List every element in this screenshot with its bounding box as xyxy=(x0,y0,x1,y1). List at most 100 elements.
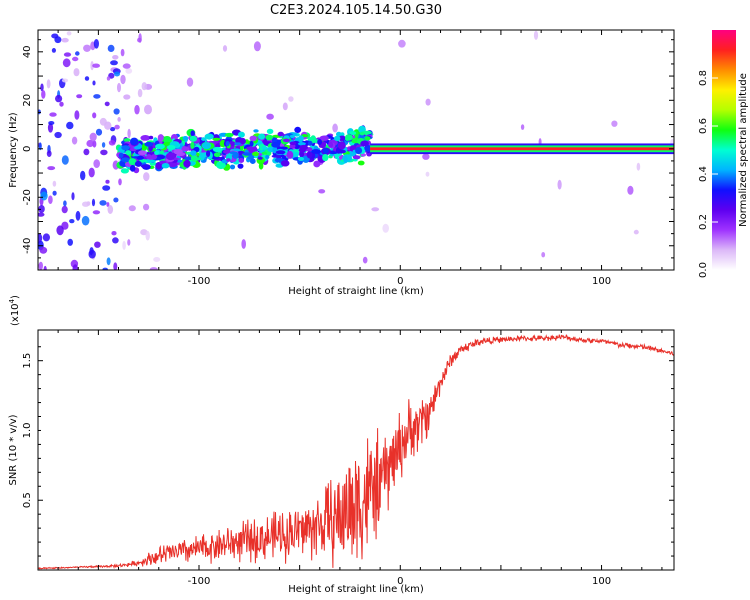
heatmap-blob xyxy=(114,124,120,130)
heatmap-blob xyxy=(328,142,334,148)
heatmap-blob xyxy=(249,135,257,142)
heatmap-blob xyxy=(310,135,317,144)
heatmap-blob xyxy=(266,128,274,134)
figure-title: C2E3.2024.105.14.50.G30 xyxy=(270,3,442,18)
heatmap-blob xyxy=(311,149,321,154)
heatmap-blob xyxy=(317,139,322,145)
heatmap-blob xyxy=(111,231,117,236)
heatmap-blob xyxy=(274,158,284,163)
heatmap-blob xyxy=(166,145,176,150)
heatmap-blob xyxy=(271,141,280,148)
heatmap-blob xyxy=(40,83,44,92)
heatmap-blob xyxy=(94,241,101,248)
snr-panel: -100 0 100 0.5 1.0 1.5 Height of straight lin… xyxy=(8,295,675,595)
heatmap-blob xyxy=(237,131,245,138)
heatmap-blob xyxy=(289,134,295,139)
heatmap-blob xyxy=(112,55,119,60)
heatmap-blob xyxy=(149,267,158,270)
heatmap-blob xyxy=(154,150,160,155)
heatmap-blob xyxy=(557,179,562,190)
heatmap-blob xyxy=(146,154,152,160)
heatmap-blob xyxy=(76,94,83,99)
heatmap-blob xyxy=(82,201,90,207)
heatmap-blob xyxy=(38,212,45,217)
heatmap-blob xyxy=(258,133,265,140)
heatmap-blob xyxy=(88,167,95,178)
heatmap-blob xyxy=(71,136,78,145)
heatmap-blob xyxy=(257,156,263,160)
heatmap-blob xyxy=(46,79,51,89)
heatmap-blob xyxy=(213,152,221,158)
heatmap-blob xyxy=(63,200,67,207)
heatmap-blob xyxy=(88,249,96,259)
heatmap-blob xyxy=(140,164,150,169)
heatmap-blob xyxy=(106,257,111,266)
heatmap-blob xyxy=(371,207,380,212)
heatmap-blob xyxy=(100,149,108,156)
heatmap-blob xyxy=(206,150,211,158)
heatmap-blob xyxy=(93,94,101,99)
heatmap-blob xyxy=(237,163,244,169)
heatmap-blob xyxy=(338,135,347,141)
heatmap-blob xyxy=(265,134,274,141)
heatmap-blob xyxy=(222,45,228,52)
snr-series-line xyxy=(38,334,674,570)
snr-ytick-label: 1.5 xyxy=(22,353,33,369)
heatmap-blob xyxy=(298,135,304,142)
heatmap-blob xyxy=(212,146,223,153)
heatmap-blob xyxy=(55,94,63,103)
heatmap-blob xyxy=(322,154,329,162)
heatmap-blob xyxy=(190,150,197,156)
heatmap-blob xyxy=(125,150,132,155)
snr-xlabel: Height of straight line (km) xyxy=(288,584,424,595)
heatmap-blob xyxy=(80,170,86,181)
colorbar-label: Normalized spectral amplitude xyxy=(738,73,749,227)
heatmap-blob xyxy=(225,140,230,147)
heatmap-blob xyxy=(51,48,57,53)
heatmap-blob xyxy=(533,30,539,40)
heatmap-blob xyxy=(282,138,291,143)
heatmap-blob xyxy=(61,37,69,43)
heatmap-blob xyxy=(241,239,246,249)
snr-xtick-label: 0 xyxy=(397,576,403,587)
colorbar-tick-label: 0.6 xyxy=(698,118,709,134)
heatmap-blob xyxy=(201,137,207,141)
heatmap-blob xyxy=(137,37,142,43)
heatmap-blob xyxy=(190,130,195,137)
heatmap-blob xyxy=(143,172,150,182)
line-core xyxy=(370,147,674,151)
heatmap-blob xyxy=(181,146,190,152)
heatmap-blob xyxy=(319,135,329,141)
heatmap-blob xyxy=(110,60,118,66)
heatmap-blob xyxy=(38,142,42,151)
heatmap-blob xyxy=(140,135,151,141)
heatmap-blob xyxy=(337,141,346,150)
heatmap-blob xyxy=(99,117,107,126)
heatmap-blob xyxy=(275,150,286,155)
heatmap-blob xyxy=(173,148,183,155)
spectrogram-ytick-label: -20 xyxy=(22,189,33,205)
heatmap-blob xyxy=(144,141,154,147)
heatmap-blob xyxy=(62,58,71,68)
heatmap-blob xyxy=(61,78,69,83)
heatmap-blob xyxy=(90,61,94,71)
heatmap-blob xyxy=(134,104,140,115)
heatmap-blob xyxy=(69,219,75,224)
heatmap-blob xyxy=(272,146,278,154)
heatmap-blob xyxy=(253,129,259,133)
heatmap-blob xyxy=(182,136,189,141)
svg-text:(x104): (x104) xyxy=(8,295,21,326)
heatmap-blob xyxy=(359,131,365,136)
heatmap-blob xyxy=(362,256,368,264)
heatmap-blob xyxy=(148,135,154,140)
heatmap-blob xyxy=(95,128,103,136)
heatmap-blob xyxy=(125,68,133,74)
snr-xtick-label: 100 xyxy=(592,576,611,587)
heatmap-blob xyxy=(48,195,53,204)
heatmap-blob xyxy=(113,108,120,115)
heatmap-blob xyxy=(190,154,198,162)
heatmap-blob xyxy=(117,117,121,122)
heatmap-blob xyxy=(49,112,57,117)
heatmap-blob xyxy=(105,179,110,184)
heatmap-blob xyxy=(398,39,406,48)
